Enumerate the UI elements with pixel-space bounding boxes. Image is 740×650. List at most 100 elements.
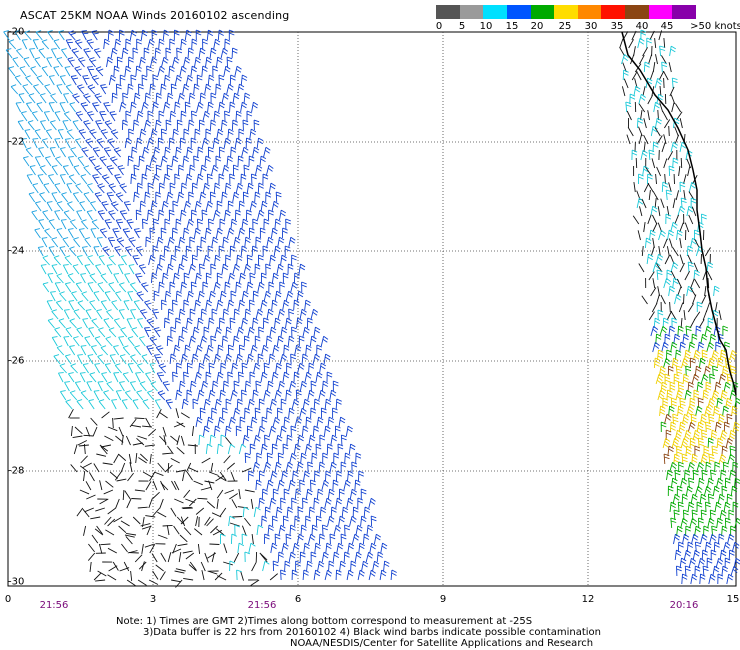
wind-barb xyxy=(175,290,183,302)
wind-barb xyxy=(56,57,63,68)
wind-barb xyxy=(228,29,235,40)
wind-barb xyxy=(696,421,704,433)
wind-barb xyxy=(286,362,292,374)
wind-barb xyxy=(275,506,283,518)
wind-barb xyxy=(48,174,55,185)
wind-barb xyxy=(221,92,230,104)
wind-barb xyxy=(639,54,645,65)
wind-barb xyxy=(258,497,265,509)
wind-barb xyxy=(235,353,243,365)
wind-barb xyxy=(147,182,154,194)
wind-barb xyxy=(68,372,75,383)
wind-barb xyxy=(168,65,175,77)
wind-barb xyxy=(67,273,75,284)
wind-barb xyxy=(113,147,122,158)
wind-barb xyxy=(720,389,728,401)
wind-barb xyxy=(648,190,651,201)
wind-barb xyxy=(224,38,231,50)
wind-barb xyxy=(661,181,668,193)
wind-barb xyxy=(64,138,71,149)
wind-barb xyxy=(279,425,287,437)
wind-barb xyxy=(155,191,161,203)
wind-barb xyxy=(287,263,294,275)
wind-barb xyxy=(157,511,167,518)
wind-barb xyxy=(211,552,215,563)
wind-barb xyxy=(310,551,317,563)
wind-barb xyxy=(69,219,78,230)
wind-barb xyxy=(99,111,107,122)
wind-barb xyxy=(726,373,734,385)
wind-barb xyxy=(132,516,141,525)
wind-barb xyxy=(180,281,188,293)
wind-barb xyxy=(76,507,84,517)
wind-barb xyxy=(372,560,380,572)
wind-barb xyxy=(177,335,185,347)
wind-barb xyxy=(202,38,208,50)
wind-barb xyxy=(329,461,337,473)
wind-barb xyxy=(18,93,25,104)
wind-barb xyxy=(135,273,143,284)
wind-barb xyxy=(311,524,318,536)
wind-barb xyxy=(38,219,45,230)
wind-barb xyxy=(241,467,252,473)
wind-barb xyxy=(252,317,259,329)
wind-barb xyxy=(654,117,662,129)
wind-barb xyxy=(190,137,197,148)
wind-barb xyxy=(707,493,714,505)
wind-barb xyxy=(725,397,733,409)
wind-barb xyxy=(116,83,122,95)
wind-barb xyxy=(668,182,672,193)
wind-barb xyxy=(207,101,214,113)
wind-barb xyxy=(164,146,171,158)
wind-barb xyxy=(71,48,79,59)
wind-barb xyxy=(213,182,221,194)
wind-barb xyxy=(175,218,182,230)
wind-barb xyxy=(266,479,274,491)
wind-barb xyxy=(76,327,84,338)
wind-barb xyxy=(332,479,339,491)
wind-barb xyxy=(321,380,329,392)
wind-barb xyxy=(351,461,358,473)
wind-barb xyxy=(230,471,236,482)
wind-barb xyxy=(185,462,192,473)
wind-barb xyxy=(278,524,286,536)
wind-barb xyxy=(202,182,210,194)
wind-barb xyxy=(720,469,727,481)
wind-barb xyxy=(155,92,162,104)
wind-barb xyxy=(72,93,80,104)
wind-barb xyxy=(368,497,376,509)
wind-barb xyxy=(271,371,279,383)
wind-barb xyxy=(658,365,666,377)
wind-barb xyxy=(130,173,137,185)
wind-barb xyxy=(69,390,78,401)
wind-barb xyxy=(622,69,629,81)
wind-barb xyxy=(229,74,236,86)
wind-barb xyxy=(83,525,87,536)
wind-barb xyxy=(64,354,72,365)
wind-barb xyxy=(201,457,211,464)
wind-barb xyxy=(141,543,144,554)
wind-barb xyxy=(291,569,298,581)
wind-barb xyxy=(663,77,665,89)
wind-barb xyxy=(202,353,211,365)
wind-barb xyxy=(675,389,683,401)
wind-barb xyxy=(83,192,91,203)
wind-barb xyxy=(301,281,307,293)
wind-barb xyxy=(273,245,281,257)
wind-barb xyxy=(42,255,50,266)
wind-barb xyxy=(676,111,683,121)
wind-barb xyxy=(689,518,697,529)
wind-barb xyxy=(313,497,320,509)
wind-barb xyxy=(170,458,180,464)
wind-barb xyxy=(50,93,58,104)
wind-barb xyxy=(341,506,349,518)
wind-barb xyxy=(242,506,250,518)
wind-barb xyxy=(138,264,147,275)
wind-barb xyxy=(312,353,321,365)
wind-barb xyxy=(697,477,705,489)
wind-barb xyxy=(106,309,114,320)
wind-barb xyxy=(131,498,142,500)
wind-barb xyxy=(146,525,152,536)
wind-barb xyxy=(93,572,102,581)
